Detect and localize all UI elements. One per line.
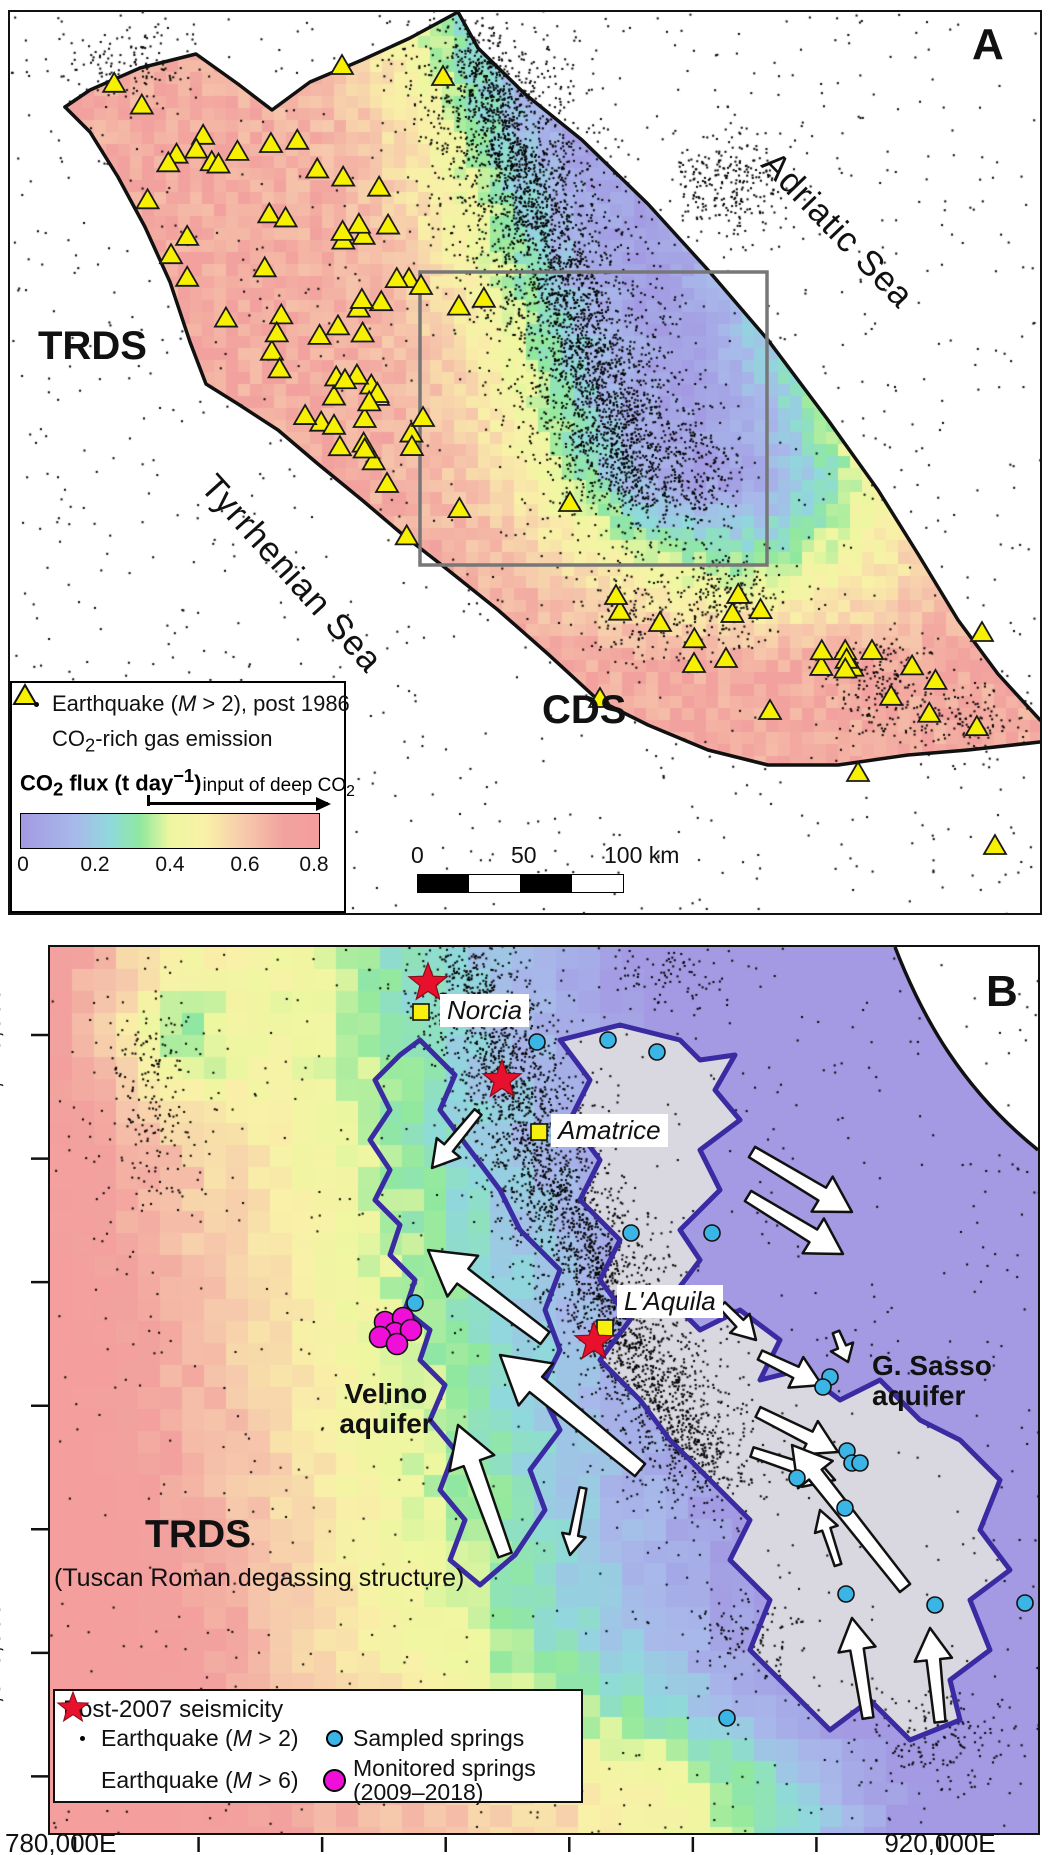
flux-title-row: CO2 flux (t day−1) input of deep CO2 xyxy=(20,765,355,801)
legend-monitored-row: Monitored springs (2009–2018) xyxy=(315,1756,573,1804)
deep-co2-arrow-icon xyxy=(147,795,331,812)
flux-annotation: input of deep CO2 xyxy=(202,774,355,800)
label-gsasso-aquifer: G. Sasso aquifer xyxy=(872,1350,992,1411)
legend-monitored-label: Monitored springs (2009–2018) xyxy=(353,1755,536,1806)
x-axis-label-left: 780,000E xyxy=(5,1828,117,1855)
earthquake-dot-icon xyxy=(63,1735,101,1741)
scale-bar-labels: 0 50 100 km xyxy=(408,842,688,870)
legend-eq6-row: Earthquake (M > 6) xyxy=(56,1691,315,1804)
label-laquila: L'Aquila xyxy=(617,1285,723,1318)
legend-gas-label: CO2-rich gas emission xyxy=(52,726,273,756)
legend-b-title: Post-2007 seismicity xyxy=(63,1696,284,1723)
coastline-a xyxy=(63,12,1040,767)
panel-b-map: Norcia Amatrice L'Aquila Velino aquifer G… xyxy=(48,945,1040,1835)
colorbar-tick: 0.6 xyxy=(230,853,260,877)
y-axis-label-top: 4,740,000N xyxy=(0,968,6,1104)
panel-b-badge: B xyxy=(986,967,1018,1016)
panel-b-overlay xyxy=(367,947,1038,1743)
y-axis-label-bottom: 4,640,000N xyxy=(0,1583,6,1719)
panel-a-badge: A xyxy=(972,20,1004,69)
coastline-b xyxy=(893,947,1038,1152)
label-trds-b: TRDS xyxy=(145,1513,252,1556)
legend-earthquake-label: Earthquake (M > 2), post 1986 xyxy=(52,691,350,716)
panel-a-overlay xyxy=(63,12,1040,855)
scale-50: 50 xyxy=(511,842,537,868)
legend-sampled-label: Sampled springs xyxy=(353,1725,525,1751)
velino-aquifer-outline xyxy=(367,1037,563,1588)
colorbar-tick: 0 xyxy=(17,853,29,877)
label-trds-a: TRDS xyxy=(38,324,147,368)
monitored-spring-icon xyxy=(315,1768,353,1792)
town-square-markers xyxy=(412,1003,614,1337)
legend-eq6-label: Earthquake (M > 6) xyxy=(101,1767,299,1794)
label-norcia: Norcia xyxy=(440,994,530,1027)
inset-extent-box xyxy=(418,270,769,567)
panel-a-legend: Earthquake (M > 2), post 1986 CO2-rich g… xyxy=(10,681,355,913)
scale-100: 100 km xyxy=(604,842,680,868)
scale-0: 0 xyxy=(411,842,424,868)
flux-title: CO2 flux (t day−1) xyxy=(20,765,202,801)
legend-b-grid: Earthquake (M > 2) Sampled springs Earth… xyxy=(56,1691,573,1804)
scale-bar: 0 50 100 km xyxy=(408,842,688,893)
monitored-spring-markers xyxy=(368,1306,423,1356)
groundwater-flow-arrows xyxy=(426,1107,954,1724)
legend-gas-row: CO2-rich gas emission xyxy=(12,683,334,756)
label-amatrice: Amatrice xyxy=(551,1114,668,1147)
x-axis-label-right: 920,000E xyxy=(884,1828,996,1855)
gas-emission-triangles xyxy=(101,53,1008,855)
colorbar-tick: 0.8 xyxy=(299,853,329,877)
legend-eq2-label: Earthquake (M > 2) xyxy=(101,1725,299,1751)
legend-sampled-row: Sampled springs xyxy=(315,1726,573,1750)
flux-colorbar-ticks: 0 0.2 0.4 0.6 0.8 xyxy=(17,851,328,877)
panel-a-map: TRDS CDS Adriatic Sea Tyrrhenian Sea A E… xyxy=(8,10,1042,915)
label-velino-aquifer: Velino aquifer xyxy=(339,1378,433,1439)
m6-earthquake-stars xyxy=(407,961,615,1360)
colorbar-tick: 0.2 xyxy=(80,853,110,877)
label-trds-full: (Tuscan Roman degassing structure) xyxy=(54,1564,465,1592)
colorbar-tick: 0.4 xyxy=(155,853,185,877)
legend-eq2-row: Earthquake (M > 2) xyxy=(63,1726,315,1750)
flux-colorbar xyxy=(20,813,320,850)
sampled-spring-icon xyxy=(315,1729,353,1747)
panel-b-legend: Post-2007 seismicity Earthquake (M > 2) … xyxy=(53,1689,583,1804)
label-cds: CDS xyxy=(542,688,627,732)
scale-bar-segments xyxy=(416,874,688,893)
legend-earthquake-row: Earthquake (M > 2), post 1986 xyxy=(20,691,350,717)
